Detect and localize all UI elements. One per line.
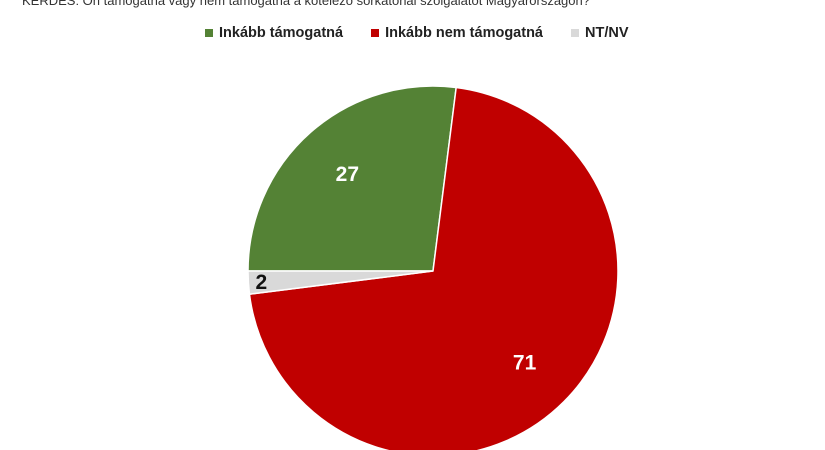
- legend-item-oppose: Inkább nem támogatná: [371, 25, 543, 41]
- legend-swatch: [371, 29, 380, 37]
- legend-label: Inkább nem támogatná: [385, 25, 543, 41]
- question-text: KÉRDÉS: Ön támogatná vagy nem támogatná …: [22, 0, 590, 8]
- legend-swatch: [205, 29, 213, 37]
- legend: Inkább támogatná Inkább nem támogatná NT…: [205, 25, 629, 41]
- pie-slice: [247, 85, 458, 272]
- legend-label: NT/NV: [585, 25, 629, 41]
- pie-slice: [247, 270, 434, 296]
- slice-value-label: 27: [336, 163, 359, 186]
- legend-item-dont-know: NT/NV: [571, 25, 629, 41]
- legend-item-support: Inkább támogatná: [205, 25, 343, 41]
- pie-slice: [248, 86, 619, 450]
- legend-swatch: [571, 29, 579, 37]
- slice-value-label: 2: [255, 271, 267, 294]
- slice-value-label: 71: [513, 352, 537, 375]
- legend-label: Inkább támogatná: [219, 25, 344, 41]
